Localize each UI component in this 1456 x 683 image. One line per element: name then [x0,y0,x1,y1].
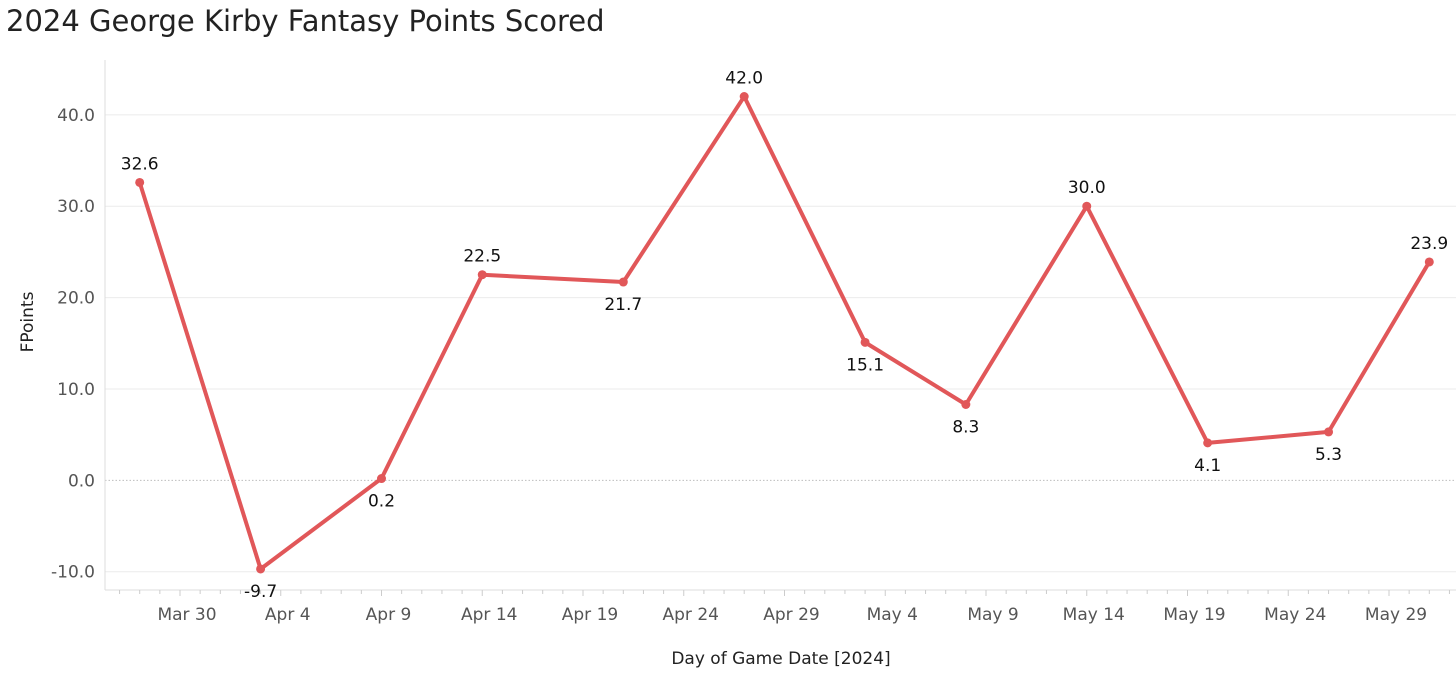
data-point [477,270,487,280]
data-label: 8.3 [952,418,979,438]
data-labels: 32.6 -9.7 0.2 22.5 21.7 42.0 15.1 8.3 30.0 4.1 5.3… [121,69,1448,602]
data-label: 21.7 [604,295,642,315]
data-point [135,177,145,187]
data-label: 15.1 [846,355,884,375]
gridlines [105,114,1456,573]
x-tick-label: May 4 [867,605,918,625]
x-tick-label: Apr 19 [562,605,618,625]
x-tick-label: May 14 [1063,605,1125,625]
data-point [860,337,870,347]
y-tick-label: 40.0 [57,106,95,126]
x-tick-label: Apr 14 [461,605,517,625]
data-label: 5.3 [1315,445,1342,465]
data-point [256,564,266,574]
x-axis-tick-labels: Mar 30 Apr 4 Apr 9 Apr 14 Apr 19 Apr 24 Apr 29… [157,605,1427,625]
y-tick-label: 30.0 [57,197,95,217]
data-label: 30.0 [1068,178,1106,198]
data-label: 23.9 [1410,234,1448,254]
data-point [377,474,386,484]
y-tick-label: 20.0 [57,289,95,309]
data-point [1203,438,1213,448]
x-axis-label: Day of Game Date [2024] [671,649,890,669]
data-label: 22.5 [463,247,501,267]
x-tick-label: Mar 30 [157,605,216,625]
data-point [1324,427,1334,437]
x-tick-label: May 29 [1365,605,1427,625]
data-point [1082,201,1092,211]
data-label: 42.0 [725,69,763,89]
y-tick-label: 10.0 [57,380,95,400]
x-tick-label: Apr 4 [265,605,311,625]
y-axis-tick-labels: -10.0 0.0 10.0 20.0 30.0 40.0 [51,106,95,583]
series-fpoints [135,92,1434,574]
axes [104,60,1456,596]
x-tick-label: Apr 24 [663,605,719,625]
x-tick-label: Apr 9 [366,605,412,625]
data-point [739,92,749,102]
data-point [961,400,971,409]
chart-title: 2024 George Kirby Fantasy Points Scored [6,4,605,38]
data-label: -9.7 [244,582,277,602]
y-axis-label: FPoints [18,291,38,352]
data-point [1424,257,1434,267]
y-tick-label: 0.0 [68,471,95,491]
data-label: 4.1 [1194,456,1221,476]
data-point [618,277,628,287]
data-label: 0.2 [368,492,395,512]
y-tick-label: -10.0 [51,563,95,583]
series-line [137,94,1432,571]
x-tick-label: May 9 [967,605,1018,625]
x-tick-label: May 19 [1163,605,1225,625]
x-tick-label: May 24 [1264,605,1326,625]
data-label: 32.6 [121,154,159,174]
x-tick-label: Apr 29 [763,605,819,625]
